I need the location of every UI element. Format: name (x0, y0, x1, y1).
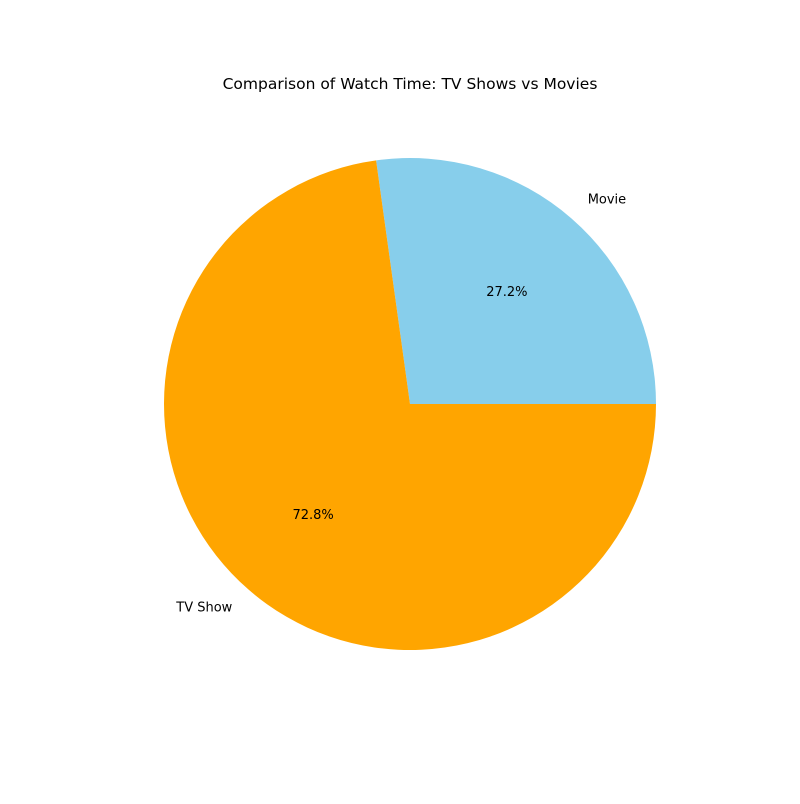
pie-slices (163, 158, 656, 651)
slice-percent-movie: 27.2% (486, 285, 527, 300)
slice-label-movie: Movie (588, 192, 626, 207)
pie-slice-tv-show (163, 160, 656, 651)
chart-title: Comparison of Watch Time: TV Shows vs Mo… (223, 75, 598, 93)
pie-labels: Movie 27.2% TV Show 72.8% (175, 192, 626, 615)
slice-percent-tv-show: 72.8% (292, 508, 333, 523)
pie-slice-movie (376, 158, 656, 404)
slice-label-tv-show: TV Show (175, 601, 232, 616)
